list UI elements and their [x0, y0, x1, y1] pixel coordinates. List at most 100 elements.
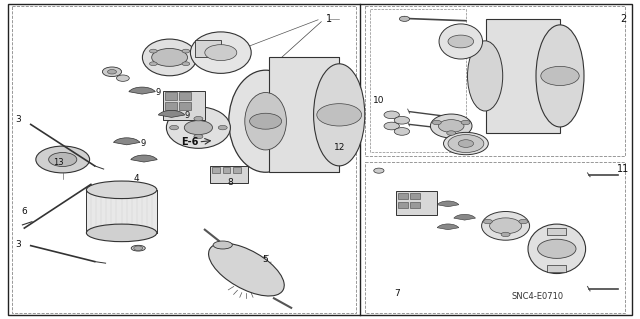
Circle shape — [317, 104, 362, 126]
Text: 12: 12 — [333, 143, 345, 152]
Ellipse shape — [191, 32, 251, 73]
Ellipse shape — [209, 243, 284, 296]
Circle shape — [448, 35, 474, 48]
Text: 9: 9 — [156, 88, 161, 97]
Ellipse shape — [444, 132, 488, 155]
Bar — [165, 102, 177, 110]
Circle shape — [134, 246, 143, 250]
Text: 5: 5 — [263, 256, 268, 264]
Circle shape — [150, 49, 157, 53]
Text: 8: 8 — [228, 178, 233, 187]
Circle shape — [394, 128, 410, 135]
Circle shape — [182, 49, 189, 53]
Circle shape — [36, 146, 90, 173]
Bar — [410, 202, 420, 208]
Ellipse shape — [536, 25, 584, 127]
Circle shape — [519, 219, 528, 224]
Ellipse shape — [228, 70, 302, 172]
Bar — [195, 40, 221, 57]
Text: 11: 11 — [617, 164, 630, 174]
Bar — [212, 167, 220, 173]
Text: 6: 6 — [22, 207, 27, 216]
Bar — [87, 190, 157, 233]
Circle shape — [194, 116, 203, 121]
Wedge shape — [131, 155, 157, 162]
Text: 13: 13 — [54, 158, 64, 167]
Ellipse shape — [213, 241, 232, 249]
Text: 4: 4 — [134, 174, 139, 183]
Bar — [163, 91, 205, 120]
Text: 3: 3 — [15, 240, 20, 249]
Circle shape — [170, 125, 179, 130]
Circle shape — [250, 113, 282, 129]
Bar — [547, 265, 566, 272]
Circle shape — [205, 45, 237, 61]
Ellipse shape — [131, 245, 145, 251]
Bar — [365, 162, 625, 313]
Text: E-6: E-6 — [181, 137, 199, 147]
Ellipse shape — [314, 64, 365, 166]
Wedge shape — [454, 214, 476, 220]
Bar — [486, 19, 560, 133]
Bar — [547, 228, 566, 235]
Ellipse shape — [166, 107, 230, 148]
Ellipse shape — [244, 93, 287, 150]
Text: 9: 9 — [185, 111, 190, 120]
Circle shape — [399, 16, 410, 21]
Bar — [365, 6, 625, 156]
Wedge shape — [437, 224, 459, 230]
Text: 3: 3 — [15, 115, 20, 124]
Circle shape — [538, 239, 576, 258]
Bar — [370, 9, 466, 152]
Ellipse shape — [86, 181, 157, 198]
Ellipse shape — [143, 39, 197, 76]
Text: 10: 10 — [373, 96, 385, 105]
Bar — [398, 202, 408, 208]
Circle shape — [194, 134, 203, 139]
Circle shape — [49, 152, 77, 167]
Circle shape — [501, 232, 510, 237]
Circle shape — [184, 121, 212, 135]
Text: 7: 7 — [394, 289, 399, 298]
Circle shape — [394, 116, 410, 124]
Ellipse shape — [467, 41, 503, 111]
Circle shape — [541, 66, 579, 85]
Bar — [179, 92, 191, 100]
Text: 9: 9 — [140, 139, 145, 148]
Circle shape — [384, 111, 399, 119]
Bar — [233, 167, 241, 173]
Circle shape — [384, 122, 399, 130]
Bar — [179, 102, 191, 110]
Ellipse shape — [528, 224, 586, 274]
Text: SNC4-E0710: SNC4-E0710 — [511, 292, 564, 301]
Circle shape — [218, 125, 227, 130]
Bar — [165, 92, 177, 100]
Wedge shape — [437, 201, 459, 207]
Ellipse shape — [439, 24, 483, 59]
Wedge shape — [113, 138, 140, 145]
Bar — [223, 167, 230, 173]
Circle shape — [152, 48, 188, 66]
Bar — [396, 191, 437, 215]
Bar — [12, 6, 356, 313]
Bar — [410, 193, 420, 199]
Circle shape — [374, 168, 384, 173]
Circle shape — [448, 135, 484, 152]
Circle shape — [461, 120, 470, 125]
Circle shape — [447, 131, 456, 135]
Circle shape — [458, 140, 474, 147]
Circle shape — [108, 70, 116, 74]
Text: 1: 1 — [326, 14, 332, 24]
Bar — [210, 166, 248, 183]
Bar — [398, 193, 408, 199]
Circle shape — [102, 67, 122, 77]
Text: 2: 2 — [620, 13, 627, 24]
Ellipse shape — [430, 114, 472, 138]
Ellipse shape — [482, 211, 530, 240]
Circle shape — [483, 219, 492, 224]
Circle shape — [432, 120, 441, 125]
Wedge shape — [129, 87, 156, 94]
Circle shape — [438, 120, 464, 132]
Ellipse shape — [86, 224, 157, 242]
Wedge shape — [158, 110, 185, 117]
